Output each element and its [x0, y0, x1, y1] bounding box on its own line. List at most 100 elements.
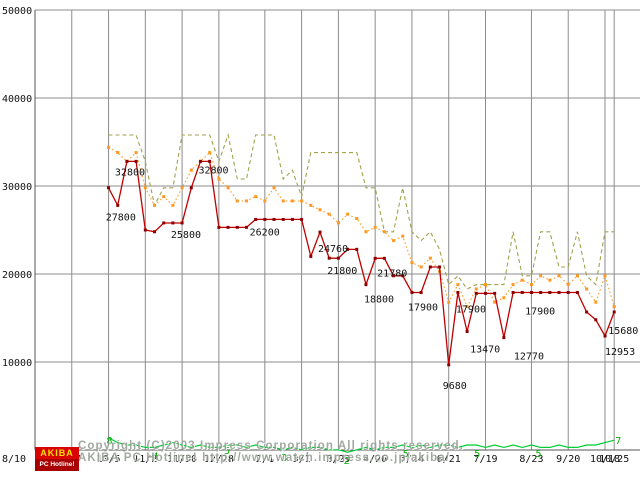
lowest-price-marker [410, 290, 414, 294]
lowest-price-marker [180, 221, 184, 225]
average-price-marker [235, 199, 239, 203]
x-tick-label: 6/21 [437, 454, 461, 465]
lowest-price-marker [594, 318, 598, 322]
lowest-price-marker [254, 217, 258, 221]
average-price-marker [355, 217, 359, 221]
average-price-marker [180, 186, 184, 190]
lowest-price-marker [511, 290, 515, 294]
average-price-marker [502, 296, 506, 300]
average-price-marker [603, 274, 607, 278]
average-price-marker [134, 151, 138, 155]
y-tick-label: 50000 [2, 6, 32, 17]
x-tick-label: 3/1 [293, 454, 311, 465]
average-price-marker [566, 283, 570, 287]
x-tick-label: 5/24 [400, 454, 424, 465]
price-label: 9680 [443, 381, 467, 392]
average-price-marker [336, 221, 340, 225]
lowest-price-marker [401, 274, 405, 278]
average-price-marker [493, 300, 497, 304]
lowest-price-marker [603, 334, 607, 338]
average-price-marker [548, 278, 552, 282]
average-price-marker [263, 199, 267, 203]
lowest-price-marker [520, 290, 524, 294]
lowest-price-marker [575, 290, 579, 294]
lowest-price-marker [566, 290, 570, 294]
lowest-price-marker [456, 290, 460, 294]
average-price-marker [281, 199, 285, 203]
average-price-marker [520, 278, 524, 282]
average-price-marker [171, 203, 175, 207]
x-tick-label: 3/29 [326, 454, 350, 465]
price-label: 24760 [318, 244, 348, 255]
highest-price-line [108, 132, 615, 290]
lowest-price-marker [364, 283, 368, 287]
lowest-price-marker [263, 217, 267, 221]
average-price-marker [300, 199, 304, 203]
lowest-price-marker [272, 217, 276, 221]
average-price-marker [557, 274, 561, 278]
lowest-price-marker [465, 329, 469, 333]
x-tick-label: 10/18 [590, 454, 620, 465]
price-label: 12770 [514, 352, 544, 363]
price-label: 21800 [327, 266, 357, 277]
lowest-price-marker [419, 290, 423, 294]
lowest-price-marker [134, 159, 138, 163]
lowest-price-line [107, 160, 615, 365]
shop-count-label: 5 [535, 449, 541, 460]
price-label: 12953 [605, 347, 635, 358]
lowest-price-marker [373, 256, 377, 260]
lowest-price-marker [226, 225, 230, 229]
lowest-price-marker [107, 186, 111, 190]
average-price-marker [116, 151, 120, 155]
x-tick-label: 7/19 [473, 454, 497, 465]
lowest-price-marker [336, 256, 340, 260]
lowest-price-marker [309, 254, 313, 258]
average-price-marker [594, 300, 598, 304]
lowest-price-marker [355, 247, 359, 251]
lowest-price-marker [290, 217, 294, 221]
y-tick-label: 40000 [2, 94, 32, 105]
lowest-price-marker [189, 186, 193, 190]
shop-count-label: 5 [474, 449, 480, 460]
lowest-price-marker [235, 225, 239, 229]
price-label: 32800 [115, 167, 145, 178]
average-price-marker [162, 195, 166, 199]
x-tick-label: 10/25 [599, 454, 629, 465]
average-price-marker [392, 239, 396, 243]
x-tick-label: 8/10 [2, 454, 26, 465]
price-label: 17900 [408, 302, 438, 313]
shop-count-label: 5 [403, 449, 409, 460]
average-price-marker [153, 203, 157, 207]
lowest-price-marker [585, 310, 589, 314]
lowest-price-marker [447, 363, 451, 367]
lowest-price-marker [539, 290, 543, 294]
average-price-marker [189, 168, 193, 172]
average-price-marker [474, 287, 478, 291]
average-price-marker [318, 208, 322, 212]
price-label: 17900 [525, 306, 555, 317]
lowest-price-marker [208, 159, 212, 163]
lowest-price-marker [162, 221, 166, 225]
average-price-marker [575, 274, 579, 278]
lowest-price-marker [612, 310, 616, 314]
average-price-marker [410, 261, 414, 265]
shop-count-label: 5 [224, 446, 230, 457]
logo-akiba-text: AKIBA [35, 447, 79, 459]
copyright-watermark: Copyright (C)2003 Impress Corporation Al… [78, 440, 465, 452]
lowest-price-marker [217, 225, 221, 229]
average-price-marker [373, 225, 377, 229]
lowest-price-marker [346, 247, 350, 251]
price-label: 18800 [364, 295, 394, 306]
lowest-price-marker [493, 291, 497, 295]
average-price-marker [309, 203, 313, 207]
lowest-price-marker [474, 291, 478, 295]
x-tick-label: 11/2 [133, 454, 157, 465]
price-label: 26200 [250, 227, 280, 238]
lowest-price-marker [244, 225, 248, 229]
price-label: 25800 [171, 230, 201, 241]
lowest-price-marker [300, 217, 304, 221]
average-price-marker [612, 305, 616, 309]
average-price-marker [346, 212, 350, 216]
average-price-marker [272, 186, 276, 190]
